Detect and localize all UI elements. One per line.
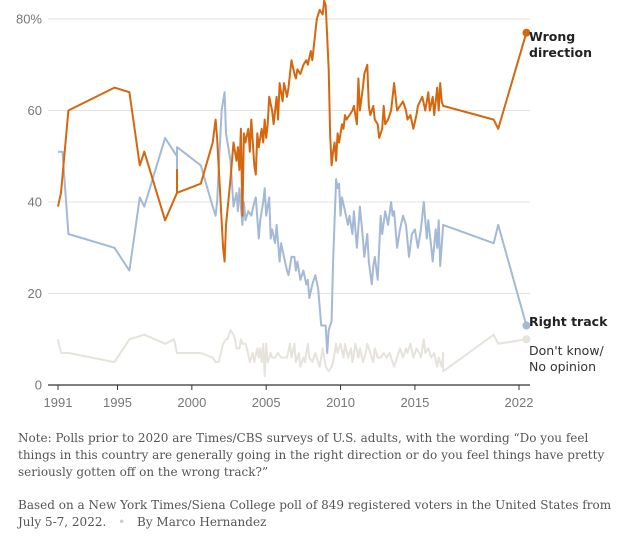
y-tick-label: 40 bbox=[28, 195, 42, 210]
y-axis-labels: 0 20 40 60 80% bbox=[16, 12, 42, 393]
source-line: Based on a New York Times/Siena College … bbox=[18, 497, 618, 531]
end-point-dot bbox=[522, 28, 531, 37]
x-tick-label: 2010 bbox=[326, 395, 355, 410]
end-point-dot bbox=[522, 335, 531, 344]
separator-dot: • bbox=[118, 515, 126, 529]
x-tick-label: 1991 bbox=[44, 395, 73, 410]
x-tick-label: 1995 bbox=[103, 395, 132, 410]
end-point-dot bbox=[522, 321, 531, 330]
series-line-don-t-know-no-opinion bbox=[57, 329, 527, 377]
series-label: Right track bbox=[529, 314, 608, 329]
series-label: direction bbox=[529, 45, 592, 60]
byline: By Marco Hernandez bbox=[137, 515, 267, 529]
source-text: Based on a New York Times/Siena College … bbox=[18, 498, 612, 529]
series-label: No opinion bbox=[529, 359, 596, 374]
series-line-wrong-direction bbox=[57, 0, 528, 263]
y-tick-label: 0 bbox=[35, 378, 42, 393]
y-tick-label: 60 bbox=[28, 103, 42, 118]
x-tick-label: 2005 bbox=[252, 395, 281, 410]
series-label: Don't know/ bbox=[529, 343, 605, 358]
x-axis: 1991 1995 2000 2005 2010 2015 2022 bbox=[44, 384, 534, 410]
x-tick-label: 2022 bbox=[505, 395, 534, 410]
y-tick-label: 20 bbox=[28, 286, 42, 301]
chart-note: Note: Polls prior to 2020 are Times/CBS … bbox=[18, 431, 605, 479]
series-layer bbox=[57, 0, 531, 377]
x-tick-label: 2000 bbox=[177, 395, 206, 410]
y-tick-label: 80% bbox=[16, 12, 42, 27]
series-line-right-track bbox=[58, 91, 528, 354]
series-label: Wrong bbox=[529, 29, 575, 44]
gridlines bbox=[48, 18, 530, 294]
x-tick-label: 2015 bbox=[400, 395, 429, 410]
